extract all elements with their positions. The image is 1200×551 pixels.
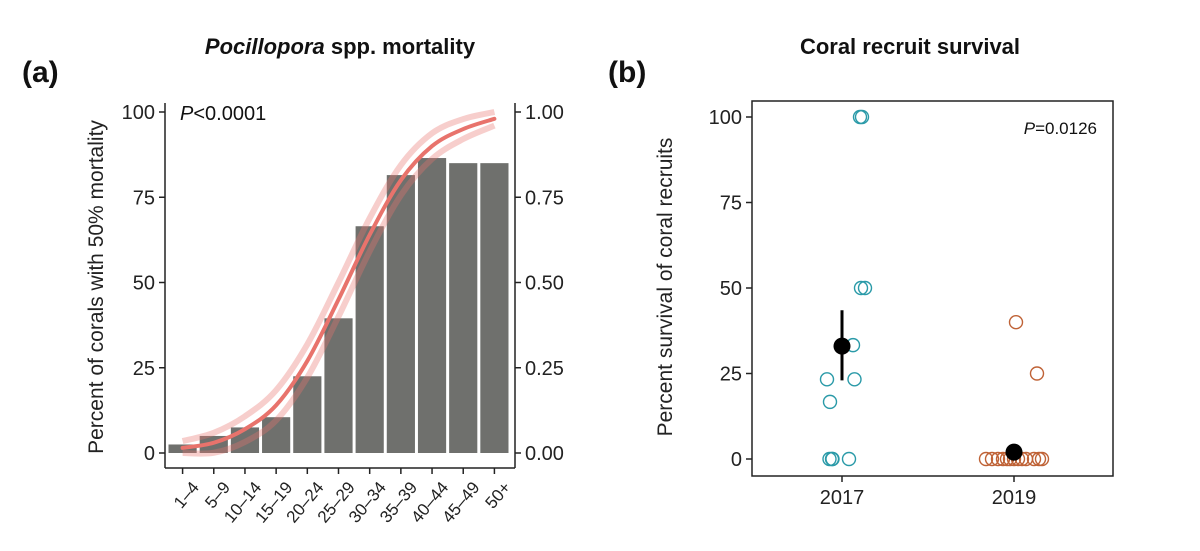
panel-b-y-ticks: 0 25 50 75 100: [709, 107, 752, 471]
data-point: [978, 451, 994, 467]
panel-a-chart: 0 25 50 75 100 0.00 0.25 0.50 0.75 1.00 1–45–910…: [122, 102, 564, 527]
data-point: [1034, 451, 1050, 467]
panel-b-p-value: P=0.0126: [1024, 119, 1097, 138]
fit-ribbon-upper: [181, 109, 496, 444]
y-tick-label: 75: [720, 193, 742, 215]
panel-b-x-ticks: 2017 2019: [820, 476, 1037, 509]
y2-tick-label: 0.00: [525, 443, 564, 465]
bar: [262, 417, 291, 453]
panel-a-y2-ticks: 0.00 0.25 0.50 0.75 1.00: [515, 102, 564, 465]
y2-tick-label: 0.75: [525, 187, 564, 209]
data-point: [847, 372, 862, 387]
bar: [324, 318, 353, 453]
panel-a-y-ticks: 0 25 50 75 100: [122, 102, 165, 465]
data-point: [1026, 451, 1042, 467]
y-tick-label: 25: [133, 358, 155, 380]
bar: [480, 163, 509, 453]
panel-a-label: (a): [22, 56, 59, 89]
data-point: [841, 451, 857, 467]
bar: [293, 376, 322, 453]
data-point: [853, 280, 869, 296]
data-point: [854, 109, 870, 125]
data-point: [1029, 366, 1045, 381]
x-tick-label: 1–4: [170, 478, 203, 512]
data-point: [857, 280, 873, 296]
panel-a-bars: [168, 158, 509, 453]
y2-tick-label: 0.25: [525, 358, 564, 380]
bar: [355, 226, 384, 453]
bar: [449, 163, 478, 453]
data-point: [822, 394, 838, 410]
panel-a-fit-curve: [180, 109, 497, 457]
data-point: [819, 372, 835, 387]
y-tick-label: 25: [720, 364, 742, 386]
y-tick-label: 75: [133, 187, 155, 209]
bar: [230, 427, 260, 453]
mean-point: [833, 337, 851, 355]
bar: [386, 175, 415, 453]
bar: [417, 158, 447, 453]
panel-b-chart: 0 25 50 75 100 2017 2019: [709, 100, 1114, 509]
panel-a-title: Pocillopora spp. mortality: [205, 34, 476, 59]
panel-a-x-ticks: 1–45–910–1415–1920–2425–2930–3435–3940–4…: [165, 467, 515, 527]
panel-b-means: [833, 310, 1023, 461]
y-tick-label: 0: [731, 449, 742, 471]
panel-b-points: [819, 109, 1050, 467]
data-point: [1008, 315, 1024, 330]
data-point: [990, 451, 1006, 467]
fit-line: [180, 116, 497, 450]
panel-a-p-value: P<0.0001: [180, 103, 266, 125]
data-point: [825, 451, 840, 467]
y-tick-label: 0: [144, 443, 155, 465]
panel-b-frame: [751, 100, 1114, 477]
mean-point: [1005, 443, 1023, 461]
x-tick-label: 2017: [820, 487, 865, 509]
fit-ribbon-lower: [182, 122, 496, 457]
y2-tick-label: 1.00: [525, 102, 564, 124]
panel-a-y-axis-label: Percent of corals with 50% mortality: [85, 120, 108, 454]
x-tick-label: 50+: [482, 478, 515, 512]
data-point: [984, 451, 1000, 467]
y-tick-label: 100: [709, 107, 742, 129]
y-tick-label: 50: [133, 273, 155, 295]
panel-b-title: Coral recruit survival: [800, 34, 1020, 59]
panel-b-y-axis-label: Percent survival of coral recruits: [654, 138, 677, 437]
y-tick-label: 50: [720, 278, 742, 300]
panel-b-label: (b): [608, 56, 646, 89]
x-tick-label: 2019: [992, 487, 1037, 509]
y2-tick-label: 0.50: [525, 273, 564, 295]
y-tick-label: 100: [122, 102, 155, 124]
